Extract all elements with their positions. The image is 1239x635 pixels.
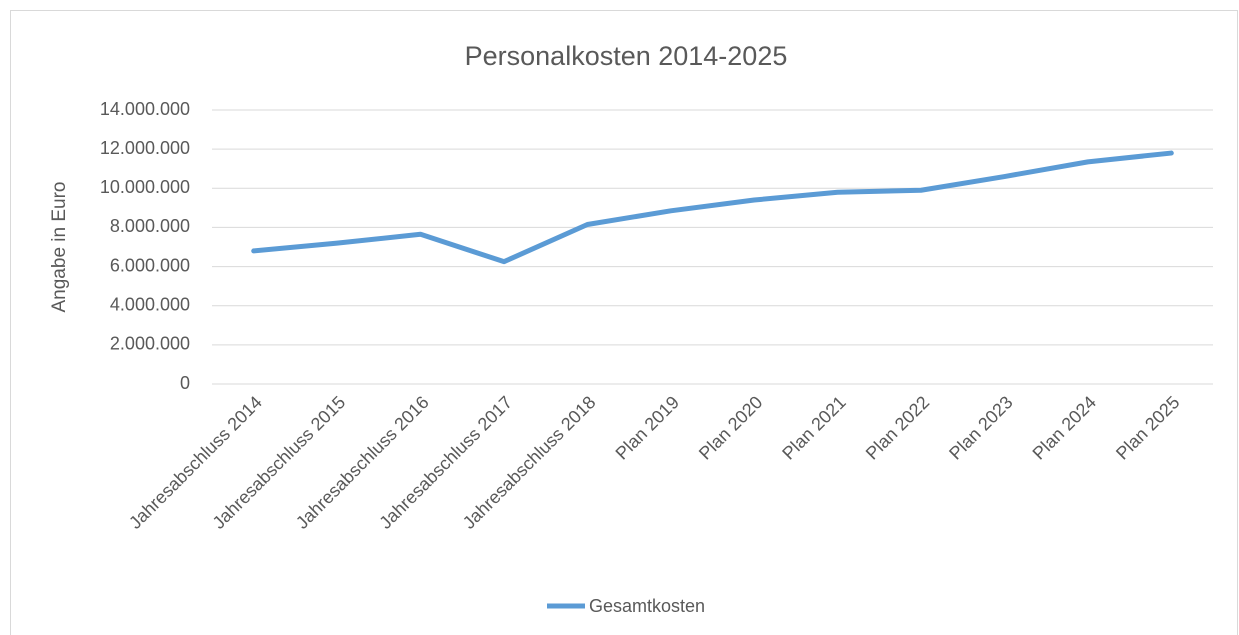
x-tick-label: Plan 2022 [862, 392, 933, 463]
x-tick-label: Plan 2020 [695, 392, 766, 463]
y-axis-label: Angabe in Euro [49, 182, 70, 313]
legend-label: Gesamtkosten [589, 596, 705, 616]
y-tick-label: 0 [180, 373, 190, 393]
x-tick-label: Plan 2024 [1029, 392, 1100, 463]
y-tick-label: 12.000.000 [100, 138, 190, 158]
x-tick-label: Plan 2023 [945, 392, 1016, 463]
x-tick-label: Plan 2021 [778, 392, 849, 463]
y-tick-label: 4.000.000 [110, 294, 190, 314]
y-tick-label: 6.000.000 [110, 255, 190, 275]
chart-title: Personalkosten 2014-2025 [465, 41, 788, 71]
y-tick-label: 10.000.000 [100, 177, 190, 197]
x-tick-label: Plan 2019 [612, 392, 683, 463]
x-tick-label: Plan 2025 [1112, 392, 1183, 463]
series-line [251, 150, 1174, 265]
x-tick-label: Jahresabschluss 2014 [125, 392, 266, 533]
chart-border [10, 10, 1238, 635]
y-tick-label: 14.000.000 [100, 99, 190, 119]
y-tick-label: 8.000.000 [110, 216, 190, 236]
y-tick-label: 2.000.000 [110, 334, 190, 354]
